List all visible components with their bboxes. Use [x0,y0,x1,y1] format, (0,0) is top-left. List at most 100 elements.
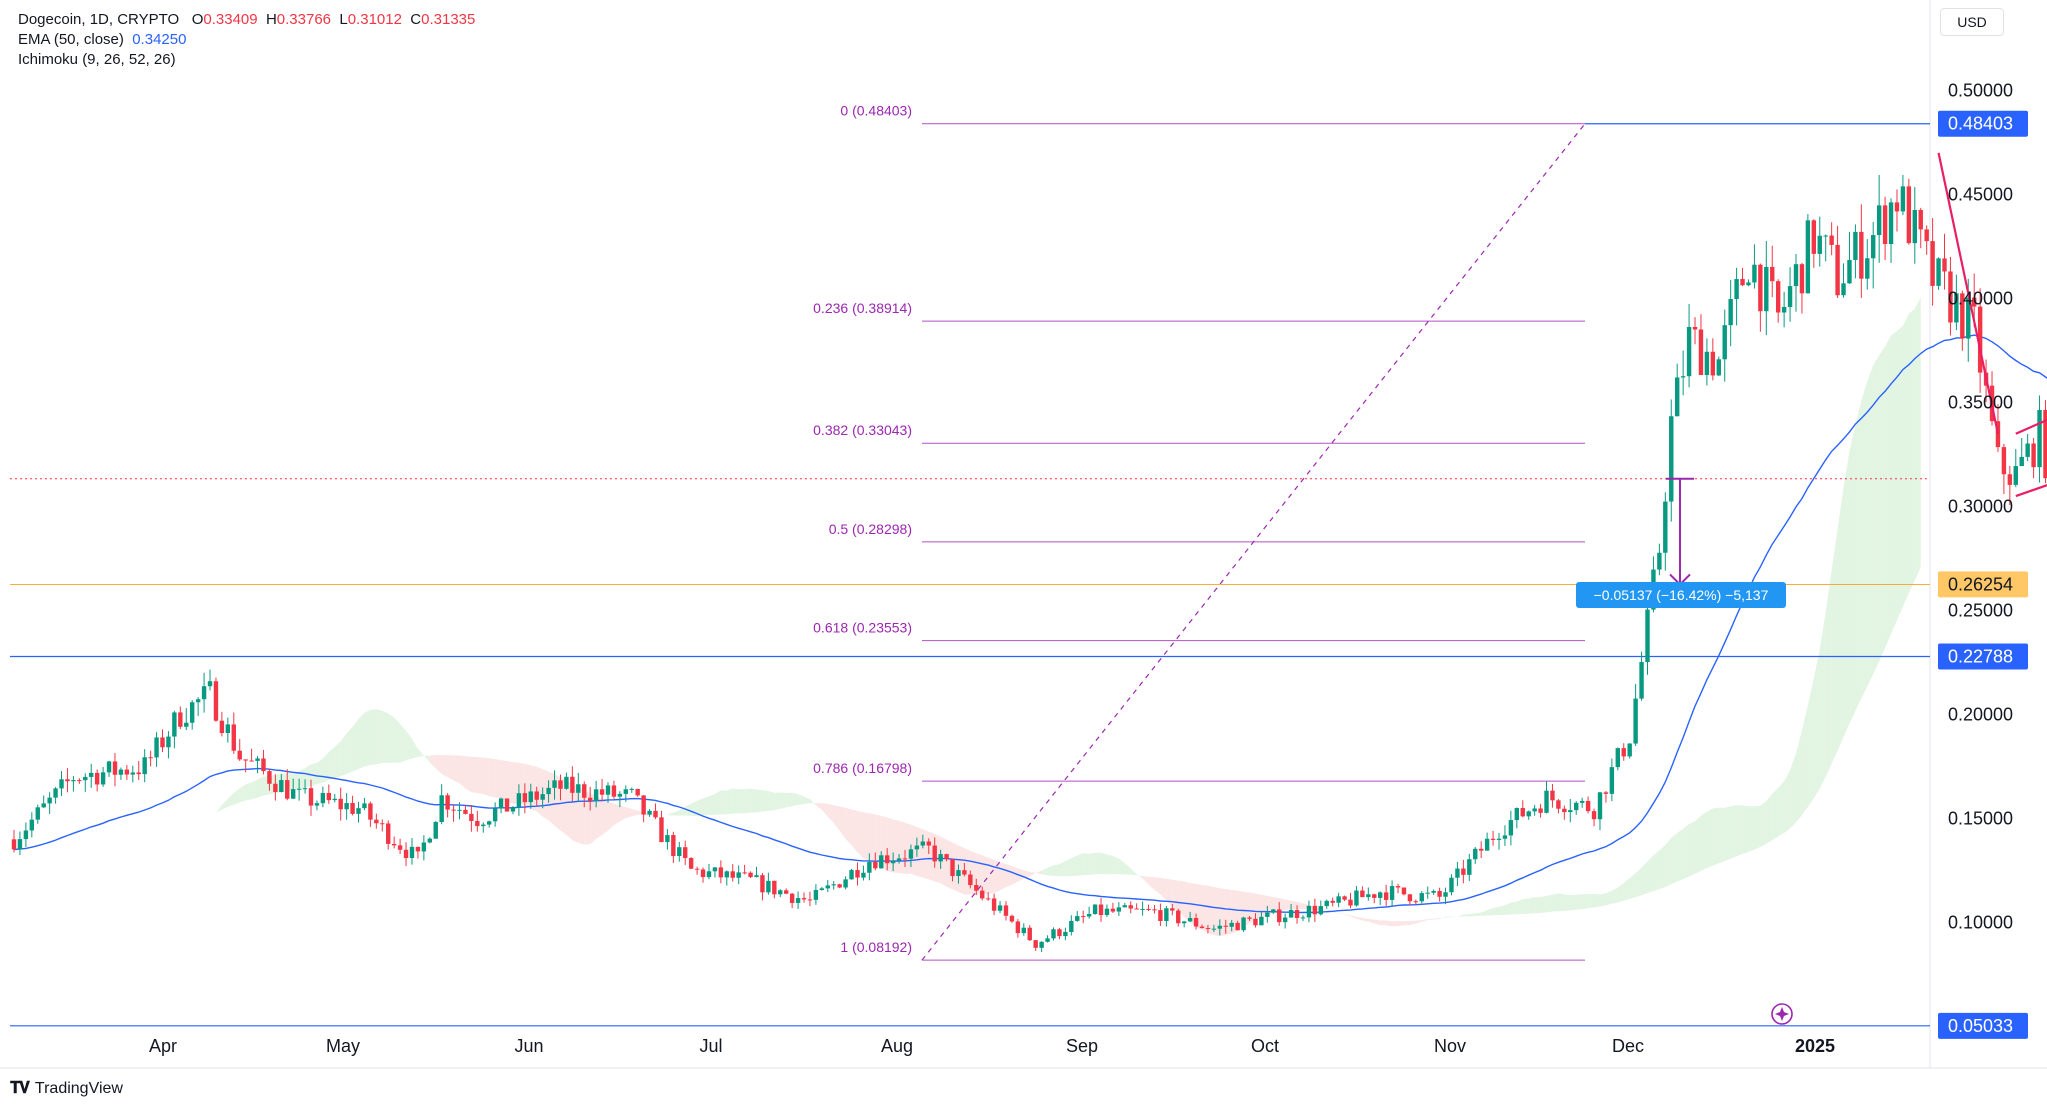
candle-body [220,721,224,733]
annotations: −0.05137 (−16.42%) −5,137 [1576,153,2047,608]
legend-ema-label: EMA (50, close) [18,31,124,48]
cloud-segment [1677,829,1683,882]
candle-body [505,798,509,811]
cloud-segment [828,804,834,823]
candle-body [1515,808,1519,820]
candle-body [879,855,883,868]
flag-lower-line [2016,479,2047,496]
cloud-segment [1220,888,1226,936]
candle-body [1509,820,1513,835]
candle-body [1835,245,1839,295]
candle-body [630,789,634,790]
cloud-segment [667,812,673,815]
candle-body [1354,891,1358,906]
cloud-segment [1487,908,1493,916]
cloud-segment [477,757,483,794]
candle-body [1485,839,1489,851]
cloud-segment [727,788,733,814]
cloud-segment [923,829,929,879]
x-tick-label: May [326,1036,360,1056]
candle-body [760,875,764,892]
cloud-segment [1606,891,1612,906]
cloud-segment [1653,851,1659,892]
cloud-segment [1683,824,1689,879]
candle-body [992,898,996,910]
candle-body [748,873,752,877]
candle-body [273,784,277,792]
cloud-segment [1814,649,1820,798]
candle-body [1033,940,1037,948]
candle-body [202,686,206,699]
candle-body [1669,416,1673,501]
cloud-segment [394,717,400,762]
candle-body [439,795,443,822]
cloud-segment [1659,845,1665,889]
legend-ichimoku-row[interactable]: Ichimoku (9, 26, 52, 26) [18,50,475,70]
legend-ema-row[interactable]: EMA (50, close) 0.34250 [18,30,475,50]
candle-body [546,788,550,794]
tradingview-brand[interactable]: 𝐓𝐕 TradingView [10,1080,123,1098]
cloud-segment [1160,878,1166,900]
candle-body [42,803,46,807]
candle-body [1610,767,1614,794]
candle-body [297,789,301,790]
candle-body [1158,910,1162,921]
candle-body [238,751,242,760]
cloud-segment [1838,488,1844,751]
cloud-segment [863,812,869,861]
cloud-segment [1582,894,1588,909]
cloud-segment [329,747,335,780]
candle-body [451,810,455,811]
legend-close-label: C [410,11,421,28]
cloud-segment [376,709,382,764]
cloud-segment [1048,865,1054,875]
cloud-segment [495,759,501,799]
legend-low-label: L [339,11,347,28]
candle-body [1550,791,1554,801]
candle-body [1461,869,1465,875]
cloud-segment [240,784,246,802]
cloud-segment [1737,805,1743,856]
x-tick-label: Jul [699,1036,722,1056]
candle-body [552,780,556,787]
candle-body [909,849,913,858]
candle-body [1752,265,1756,283]
candle-body [160,737,164,747]
candle-body [1806,220,1810,293]
candle-body [196,699,200,702]
cloud-segment [846,808,852,845]
cloud-segment [1184,882,1190,923]
cloud-segment [1077,853,1083,876]
currency-button[interactable]: USD [1940,8,2004,36]
candle-body [481,825,485,827]
candle-body [1723,325,1727,359]
cloud-segment [1451,917,1457,918]
cloud-segment [311,763,317,786]
cloud-segment [1374,920,1380,926]
cloud-segment [1410,921,1416,925]
candle-body [1224,926,1228,927]
cloud-segment [1630,873,1636,899]
candle-body [1360,891,1364,898]
candle-body [1265,913,1269,917]
cloud-segment [1202,885,1208,933]
cloud-segment [941,837,947,887]
cloud-segment [1297,902,1303,909]
candle-body [214,681,218,720]
cloud-segment [1071,856,1077,876]
candle-body [1123,905,1127,907]
cloud-segment [1731,805,1737,858]
candle-body [1164,908,1168,921]
candle-body [333,799,337,800]
candle-body [754,875,758,877]
candle-body [1390,886,1394,900]
cloud-segment [460,756,466,789]
cloud-segment [822,803,828,817]
candle-body [725,871,729,877]
cloud-segment [1457,914,1463,916]
cloud-segment [1618,883,1624,903]
candle-body [1657,553,1661,570]
candle-body [30,820,34,831]
